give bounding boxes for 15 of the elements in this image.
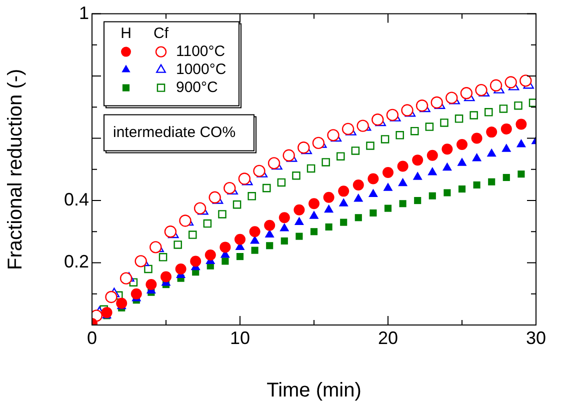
x-tick-label: 30 [526, 328, 546, 348]
annotation: H [120, 24, 132, 42]
legend-label: 900°C [176, 78, 218, 96]
legend-label: 1100°C [176, 42, 226, 60]
y-tick-label: 1 [78, 2, 89, 23]
annotation: intermediate CO% [113, 124, 236, 141]
x-tick-label: 10 [230, 328, 250, 348]
x-tick-label: 20 [378, 328, 398, 348]
x-axis-title: Time (min) [266, 380, 362, 402]
y-axis-title: Fractional reduction (-) [4, 68, 27, 270]
x-tick-label: 0 [86, 328, 98, 348]
y-tick-label: 0.4 [64, 189, 89, 210]
annotation: Cf [154, 24, 170, 42]
legend-label: 1000°C [176, 60, 226, 78]
y-tick-label: 0.2 [64, 252, 89, 272]
